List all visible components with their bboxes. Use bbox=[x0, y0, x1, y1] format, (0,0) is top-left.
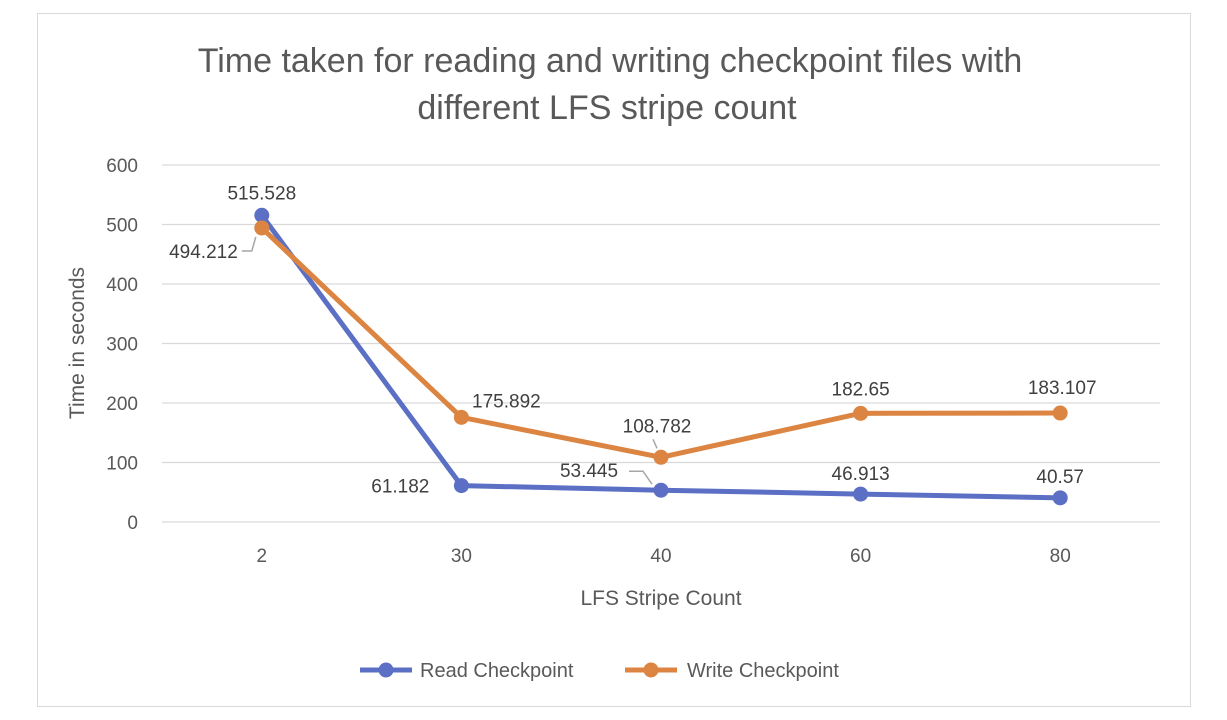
read-checkpoint-point bbox=[254, 207, 270, 223]
write-checkpoint-legend-label: Write Checkpoint bbox=[687, 660, 839, 682]
y-tick-label: 0 bbox=[127, 513, 138, 534]
legend: Read Checkpoint Write Checkpoint bbox=[360, 660, 839, 682]
gridlines bbox=[162, 164, 1160, 523]
read-checkpoint-legend-marker bbox=[378, 662, 394, 678]
read-checkpoint-point bbox=[1052, 490, 1068, 506]
write-checkpoint-data-label: 182.65 bbox=[832, 379, 890, 400]
read-checkpoint-point bbox=[853, 486, 869, 502]
label-leader-lines bbox=[241, 236, 658, 485]
y-axis-label: Time in seconds bbox=[66, 267, 89, 419]
write-checkpoint-point bbox=[1052, 405, 1068, 421]
read-checkpoint-point bbox=[653, 482, 669, 498]
x-tick-label: 30 bbox=[451, 546, 472, 567]
x-axis-ticks: 2 30 40 60 80 bbox=[257, 546, 1071, 567]
y-tick-label: 500 bbox=[106, 216, 138, 237]
x-axis-label: LFS Stripe Count bbox=[580, 587, 741, 610]
leader-line bbox=[629, 470, 653, 485]
read-checkpoint-data-label: 515.528 bbox=[227, 183, 296, 204]
x-tick-label: 2 bbox=[257, 546, 268, 567]
read-checkpoint-point bbox=[453, 478, 469, 494]
write-checkpoint-data-label: 108.782 bbox=[623, 416, 692, 437]
y-tick-label: 400 bbox=[106, 275, 138, 296]
y-axis-ticks: 0 100 200 300 400 500 600 bbox=[106, 156, 138, 534]
x-tick-label: 40 bbox=[650, 546, 671, 567]
leader-line bbox=[241, 236, 257, 252]
write-checkpoint-data-label: 183.107 bbox=[1028, 378, 1097, 399]
read-checkpoint-legend-label: Read Checkpoint bbox=[420, 660, 574, 682]
read-checkpoint-data-label: 40.57 bbox=[1036, 467, 1084, 488]
x-tick-label: 60 bbox=[850, 546, 871, 567]
read-checkpoint-data-label: 46.913 bbox=[832, 464, 890, 485]
write-checkpoint-data-label: 175.892 bbox=[472, 391, 541, 412]
write-checkpoint-point bbox=[453, 409, 469, 425]
x-tick-label: 80 bbox=[1050, 546, 1071, 567]
y-tick-label: 200 bbox=[106, 394, 138, 415]
y-tick-label: 300 bbox=[106, 335, 138, 356]
y-tick-label: 600 bbox=[106, 156, 138, 177]
write-checkpoint-data-label: 494.212 bbox=[169, 242, 238, 263]
chart-title-line-2: different LFS stripe count bbox=[417, 89, 797, 127]
y-tick-label: 100 bbox=[106, 454, 138, 475]
read-checkpoint-data-label: 53.445 bbox=[560, 461, 618, 482]
leader-line bbox=[652, 438, 658, 449]
write-checkpoint-point bbox=[853, 405, 869, 421]
write-checkpoint-legend-marker bbox=[643, 662, 659, 678]
write-checkpoint-point bbox=[653, 449, 669, 465]
data-labels: 515.528 61.182 53.445 46.913 40.57 494.212 175… bbox=[169, 183, 1096, 497]
chart-title-line-1: Time taken for reading and writing check… bbox=[198, 42, 1023, 80]
series-group bbox=[254, 207, 1068, 506]
read-checkpoint-data-label: 61.182 bbox=[371, 477, 429, 498]
write-checkpoint-point bbox=[254, 220, 270, 236]
chart-frame bbox=[37, 13, 1191, 707]
